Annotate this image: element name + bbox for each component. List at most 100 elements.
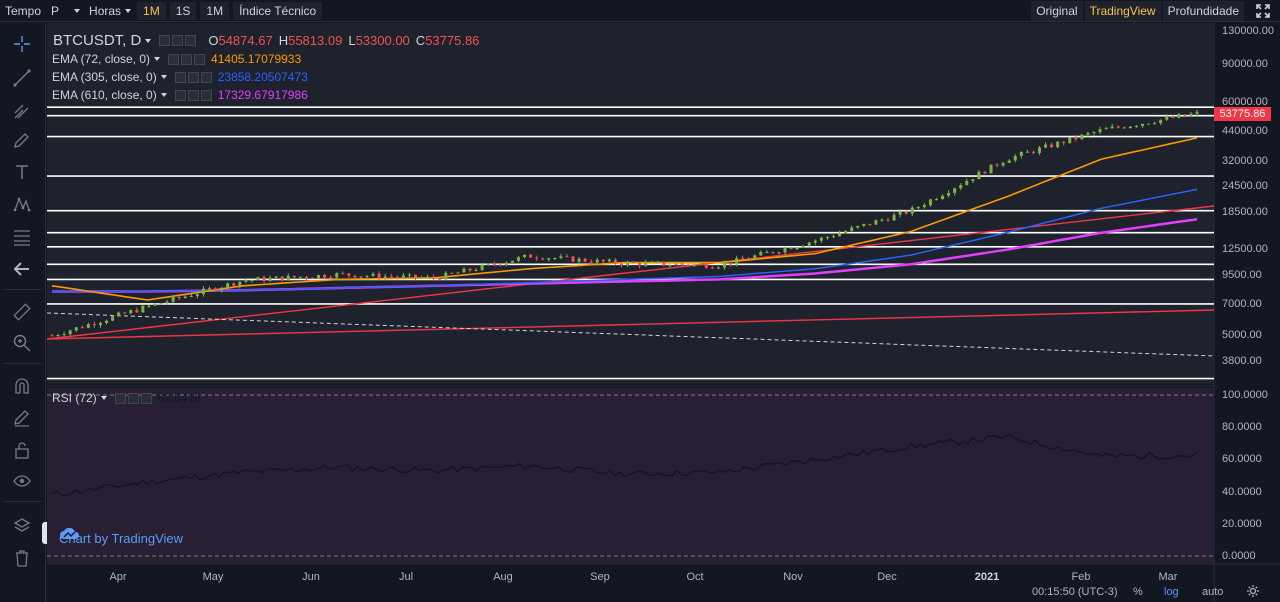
candle-body (1183, 114, 1187, 116)
y-tick: 5000.00 (1222, 329, 1262, 341)
rsi-label[interactable]: RSI (72) (52, 391, 97, 405)
chevron-down-icon[interactable] (160, 93, 167, 97)
x-tick: Apr (109, 571, 127, 583)
tradingview-branding[interactable]: Chart by TradingView (59, 525, 183, 551)
candle-body (692, 264, 696, 266)
legend-toggle-button[interactable] (168, 53, 180, 65)
lock-icon[interactable] (11, 439, 33, 461)
candle-body (813, 240, 817, 243)
legend-settings-button[interactable] (127, 392, 139, 404)
sidebar-divider (4, 289, 42, 290)
indicators-button[interactable]: Índice Técnico (233, 1, 323, 20)
y-tick: 24500.00 (1222, 180, 1268, 192)
fullscreen-icon[interactable] (1252, 1, 1274, 21)
fib-icon[interactable] (11, 226, 33, 248)
legend-remove-button[interactable] (185, 35, 197, 46)
candle-body (741, 258, 745, 260)
layers-icon[interactable] (11, 515, 33, 537)
chevron-down-icon[interactable] (145, 38, 152, 43)
ema-72-label[interactable]: EMA (72, close, 0) (52, 52, 151, 66)
candle-body (74, 327, 78, 331)
rsi-value: 62.5418 (157, 391, 202, 405)
legend-remove-button[interactable] (200, 89, 212, 101)
candle-body (238, 281, 242, 286)
legend-toggle-button[interactable] (114, 392, 126, 404)
legend-settings-button[interactable] (187, 89, 199, 101)
candle-body (595, 259, 599, 263)
legend-remove-button[interactable] (200, 71, 212, 83)
zoom-icon[interactable] (11, 332, 33, 354)
legend-toggle-button[interactable] (174, 71, 186, 83)
text-icon[interactable] (11, 161, 33, 183)
open-value: 54874.67 (218, 33, 273, 48)
legend-toggle-button[interactable] (159, 35, 171, 46)
candle-body (1062, 141, 1066, 144)
trash-icon[interactable] (11, 547, 33, 569)
brush-icon[interactable] (11, 130, 33, 152)
candle-body (650, 261, 654, 263)
draw-mode-icon[interactable] (11, 407, 33, 429)
ruler-icon[interactable] (11, 301, 33, 323)
legend-settings-button[interactable] (181, 53, 193, 65)
candle-body (1128, 126, 1132, 129)
pattern-icon[interactable] (11, 193, 33, 215)
candle-body (1122, 127, 1126, 129)
percent-scale-toggle[interactable]: % (1133, 586, 1143, 598)
legend-remove-button[interactable] (194, 53, 206, 65)
candle-body (420, 277, 424, 279)
auto-scale-toggle[interactable]: auto (1202, 586, 1224, 598)
legend-buttons (168, 53, 206, 65)
crosshair-icon[interactable] (11, 33, 33, 55)
interval-1m-button[interactable]: 1M (137, 1, 166, 20)
interval-select[interactable]: Horas (84, 0, 135, 22)
legend-toggle-button[interactable] (174, 89, 186, 101)
tab-original[interactable]: Original (1031, 0, 1083, 21)
ema-610-label[interactable]: EMA (610, close, 0) (52, 88, 157, 102)
candle-body (971, 179, 975, 181)
eye-icon[interactable] (11, 470, 33, 492)
candle-body (492, 263, 496, 265)
drawing-toolbar (0, 23, 46, 602)
magnet-icon[interactable] (11, 375, 33, 397)
candle-body (777, 252, 781, 254)
interval-1mo-button[interactable]: 1M (200, 1, 230, 20)
candle-body (426, 276, 430, 278)
interval-1s-button[interactable]: 1S (169, 1, 197, 20)
tab-profundidade[interactable]: Profundidade (1162, 0, 1244, 21)
trend-line-icon[interactable] (11, 67, 33, 89)
candle-body (523, 254, 527, 258)
sidebar-collapse-handle[interactable] (42, 522, 50, 544)
legend-settings-button[interactable] (187, 71, 199, 83)
log-scale-toggle[interactable]: log (1164, 586, 1179, 598)
symbol-name[interactable]: BTCUSDT, D (53, 32, 142, 49)
chart-area[interactable]: BTCUSDT, D O 54874.67 H 55813.09 L 53300.00… (47, 23, 1280, 602)
candle-body (856, 225, 860, 228)
candle-body (1007, 160, 1011, 163)
chevron-down-icon[interactable] (154, 57, 161, 61)
candle-body (535, 257, 539, 259)
candle-body (547, 258, 551, 260)
ema-305-label[interactable]: EMA (305, close, 0) (52, 70, 157, 84)
chevron-down-icon[interactable] (160, 75, 167, 79)
ema-610-value: 17329.67917986 (217, 88, 308, 102)
candle-body (432, 276, 436, 279)
candle-body (401, 275, 405, 278)
candle-body (1044, 144, 1048, 148)
tab-tradingview[interactable]: TradingView (1084, 0, 1161, 21)
rsi-legend: RSI (72) 62.5418 (52, 391, 201, 405)
ema-72-value: 41405.17079933 (211, 52, 302, 66)
chevron-down-icon[interactable] (100, 396, 107, 400)
y-tick: 7000.00 (1222, 298, 1262, 310)
candle-body (832, 236, 836, 238)
candle-body (226, 283, 230, 288)
candle-body (1086, 133, 1090, 135)
rsi-tick: 0.0000 (1222, 550, 1256, 562)
ema-305-legend: EMA (305, close, 0) 23858.20507473 (52, 70, 308, 84)
period-select[interactable]: P (46, 0, 84, 22)
legend-remove-button[interactable] (140, 392, 152, 404)
back-arrow-icon[interactable] (11, 258, 33, 280)
legend-settings-button[interactable] (172, 35, 184, 46)
pitchfork-icon[interactable] (11, 100, 33, 122)
candle-body (626, 262, 630, 266)
candle-body (444, 272, 448, 280)
